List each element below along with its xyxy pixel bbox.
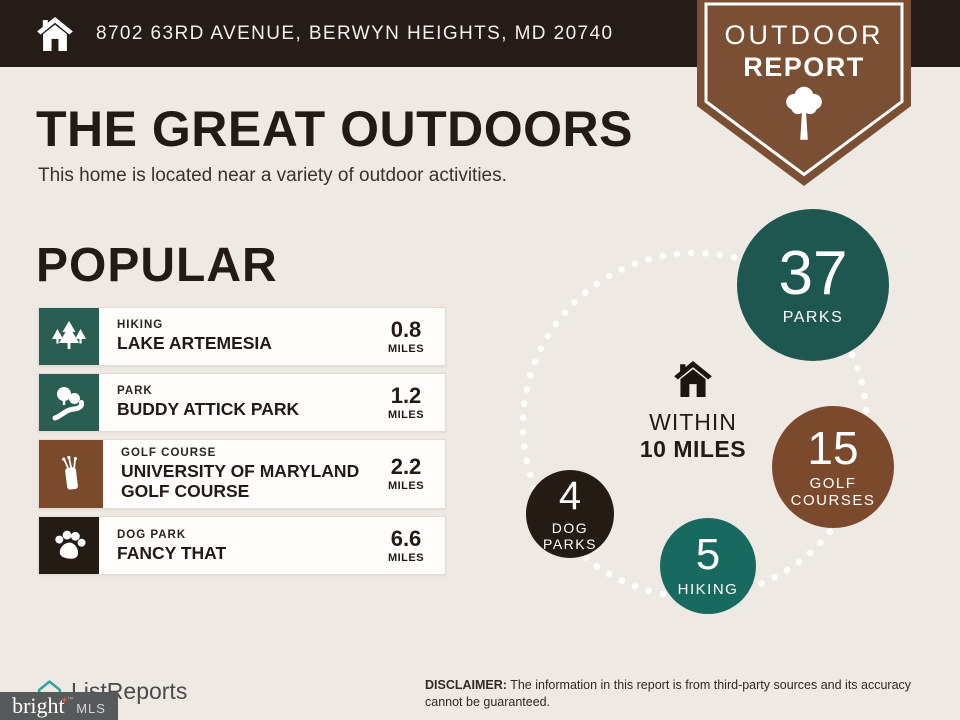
- home-icon: [37, 16, 73, 51]
- home-icon-center: [674, 360, 712, 398]
- pine-trees-icon: [39, 308, 99, 365]
- within-distance: 10 MILES: [639, 436, 747, 462]
- item-distance: 1.2: [390, 382, 422, 408]
- item-distance-unit: MILES: [387, 480, 425, 493]
- item-name: UNIVERSITY OF MARYLAND GOLF COURSE: [121, 461, 360, 502]
- bright-wordmark: bright: [12, 693, 65, 718]
- item-name: LAKE ARTEMESIA: [117, 333, 272, 354]
- stat-bubble-dog-parks: 4 DOG PARKS: [526, 470, 614, 558]
- badge-title-line2: REPORT: [743, 52, 865, 82]
- item-category: HIKING: [117, 319, 164, 332]
- popular-item-park: PARK BUDDY ATTICK PARK 1.2 MILES: [38, 373, 446, 432]
- bright-star-icon: ✦: [60, 695, 69, 705]
- property-address: 8702 63RD AVENUE, BERWYN HEIGHTS, MD 207…: [96, 22, 614, 44]
- item-name: BUDDY ATTICK PARK: [117, 399, 300, 420]
- item-distance: 6.6: [390, 525, 422, 551]
- popular-item-dog-park: DOG PARK FANCY THAT 6.6 MILES: [38, 516, 446, 576]
- mls-suffix: MLS: [76, 701, 106, 716]
- popular-list: HIKING LAKE ARTEMESIA 0.8 MILES PARK BUD…: [38, 307, 446, 576]
- item-distance-unit: MILES: [387, 551, 425, 564]
- park-trees-icon: [39, 374, 99, 431]
- item-category: PARK: [117, 385, 153, 398]
- item-category: GOLF COURSE: [121, 447, 217, 459]
- disclaimer-label: DISCLAIMER:: [425, 678, 507, 692]
- page-subtitle: This home is located near a variety of o…: [38, 165, 507, 186]
- page-title: THE GREAT OUTDOORS: [36, 101, 633, 157]
- popular-item-hiking: HIKING LAKE ARTEMESIA 0.8 MILES: [38, 307, 446, 366]
- trademark-symbol: ™: [67, 697, 74, 703]
- stat-bubble-hiking: 5 HIKING: [660, 518, 756, 614]
- popular-heading: POPULAR: [36, 239, 278, 292]
- item-distance-unit: MILES: [387, 408, 425, 421]
- item-category: DOG PARK: [117, 528, 187, 541]
- stat-label: GOLF COURSES: [790, 474, 876, 509]
- item-distance-block: 6.6 MILES: [373, 517, 445, 574]
- paw-icon: [39, 517, 99, 575]
- disclaimer: DISCLAIMER: The information in this repo…: [425, 677, 941, 710]
- badge-title-line1: OUTDOOR: [724, 20, 884, 50]
- stat-value: 5: [695, 530, 721, 580]
- item-distance: 0.8: [390, 316, 422, 342]
- item-distance-block: 1.2 MILES: [373, 374, 445, 431]
- stat-label: PARKS: [782, 308, 844, 326]
- stat-bubble-parks: 37 PARKS: [737, 209, 889, 361]
- item-distance-block: 2.2 MILES: [373, 440, 445, 508]
- item-distance: 2.2: [390, 454, 422, 480]
- stat-value: 15: [807, 421, 859, 474]
- bright-mls-logo: bright ✦ ™ MLS: [0, 692, 118, 720]
- stat-value: 4: [558, 473, 582, 518]
- stat-label: HIKING: [677, 581, 739, 599]
- disclaimer-text: The information in this report is from t…: [425, 678, 912, 709]
- stat-value: 37: [778, 238, 848, 308]
- popular-item-golf: GOLF COURSE UNIVERSITY OF MARYLAND GOLF …: [38, 439, 446, 510]
- radius-center: WITHIN 10 MILES: [593, 360, 793, 463]
- golf-bag-icon: [39, 440, 103, 509]
- stat-label: DOG PARKS: [543, 519, 597, 552]
- outdoor-report-badge: OUTDOOR REPORT: [697, 0, 911, 187]
- tree-icon: [786, 86, 822, 140]
- item-name: FANCY THAT: [117, 542, 227, 563]
- item-distance-block: 0.8 MILES: [373, 308, 445, 365]
- within-label: WITHIN: [649, 409, 737, 435]
- item-distance-unit: MILES: [387, 342, 425, 355]
